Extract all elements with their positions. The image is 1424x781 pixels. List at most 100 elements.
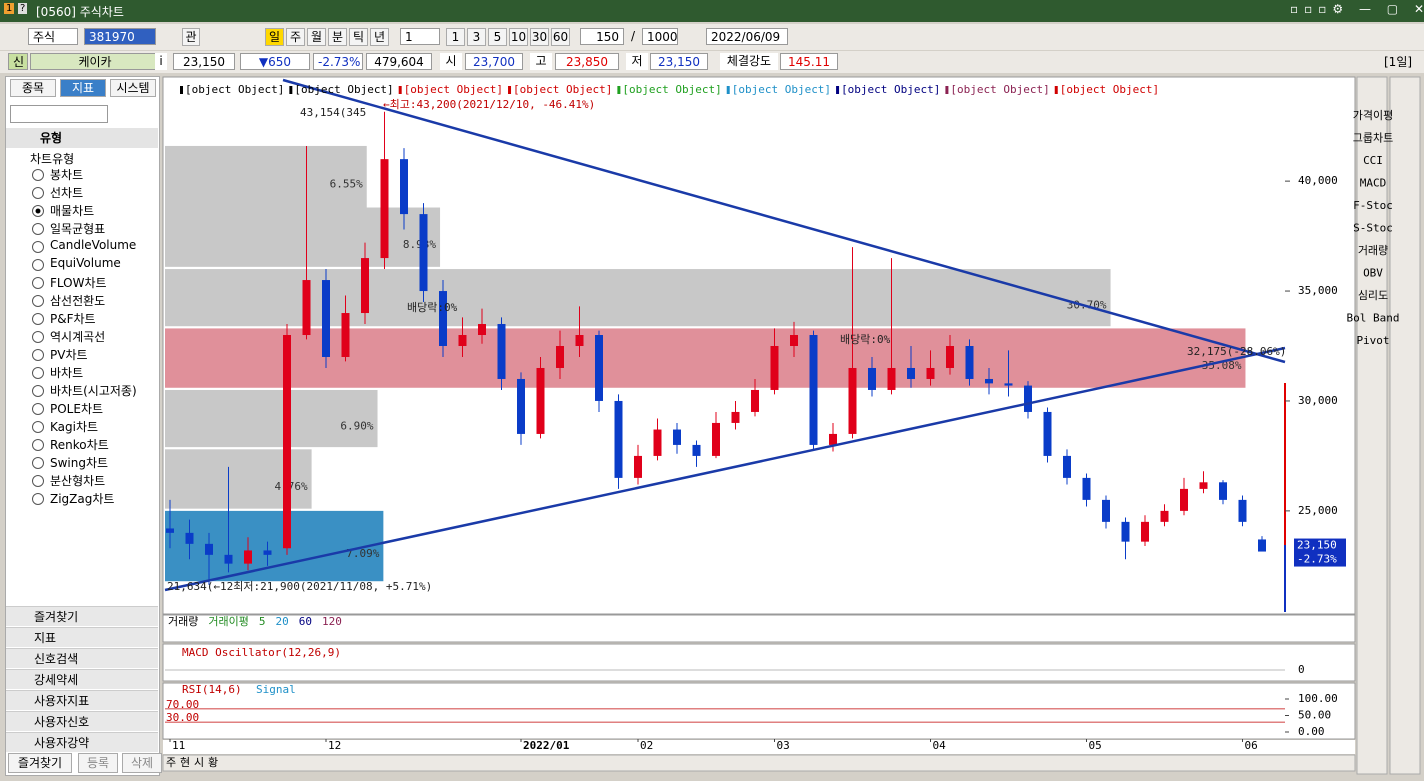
radio[interactable] xyxy=(32,331,44,343)
radio[interactable] xyxy=(32,277,44,289)
indicator-button[interactable]: Bol Band xyxy=(1347,312,1400,325)
chart-type-option[interactable]: 바차트(시고저종) xyxy=(50,384,137,398)
rsi-tick-label: 50.00 xyxy=(1298,709,1331,722)
period-button[interactable]: 년 xyxy=(370,28,389,46)
candle-body xyxy=(1160,510,1169,522)
radio[interactable] xyxy=(32,349,44,361)
radio[interactable] xyxy=(32,493,44,505)
search-input[interactable] xyxy=(10,105,108,123)
period-button[interactable]: 주 xyxy=(286,28,305,46)
radio[interactable] xyxy=(32,295,44,307)
indicator-button[interactable]: S-Stoc xyxy=(1353,222,1393,235)
footer-button[interactable]: 삭제 xyxy=(122,753,162,773)
indicator-button[interactable]: 가격이평 xyxy=(1353,109,1393,122)
radio[interactable] xyxy=(32,241,44,253)
quote-strength: 145.11 xyxy=(780,53,838,70)
folder-item[interactable]: 사용자강약 xyxy=(6,732,158,752)
interval-button[interactable]: 30 xyxy=(530,28,549,46)
chart-type-option[interactable]: Swing차트 xyxy=(50,456,109,470)
chart-type-option[interactable]: P&F차트 xyxy=(50,312,96,326)
radio[interactable] xyxy=(32,439,44,451)
chart-type-option[interactable]: Renko차트 xyxy=(50,438,109,452)
indicator-button[interactable]: 그룹차트 xyxy=(1353,132,1393,145)
radio[interactable] xyxy=(32,367,44,379)
candle-body xyxy=(1063,455,1071,478)
count-input[interactable]: 150 xyxy=(580,28,624,45)
window-controls[interactable]: ▫▫▫⚙ — ▢ ✕ xyxy=(1290,2,1424,16)
chart-type-option[interactable]: 봉차트 xyxy=(50,168,84,182)
interval-button[interactable]: 3 xyxy=(467,28,486,46)
folder-item[interactable]: 신호검색 xyxy=(6,648,158,668)
chart-type-option[interactable]: PV차트 xyxy=(50,348,88,362)
radio[interactable] xyxy=(32,223,44,235)
folder-item[interactable]: 사용자신호 xyxy=(6,711,158,731)
interval-button[interactable]: 5 xyxy=(488,28,507,46)
chart-type-option[interactable]: 바차트 xyxy=(50,366,84,380)
sidebar-tab[interactable]: 지표 xyxy=(60,79,106,97)
chart-type-option[interactable]: Kagi차트 xyxy=(50,420,99,434)
volume-legend-item: 거래량 xyxy=(168,615,198,628)
radio[interactable] xyxy=(32,385,44,397)
candle-body xyxy=(692,444,701,456)
radio[interactable] xyxy=(32,475,44,487)
period-button[interactable]: 분 xyxy=(328,28,347,46)
chart-type-option[interactable]: 선차트 xyxy=(50,186,84,200)
lookup-button[interactable]: 관 xyxy=(182,28,200,46)
chart-type-option[interactable]: 일목균형표 xyxy=(50,222,106,236)
chart-type-option[interactable]: 역시계곡선 xyxy=(50,330,106,344)
chart-type-option[interactable]: 삼선전환도 xyxy=(50,294,106,308)
period-button[interactable]: 월 xyxy=(307,28,326,46)
radio[interactable] xyxy=(32,313,44,325)
chart-type-option[interactable]: 분산형차트 xyxy=(50,474,106,488)
footer-button[interactable]: 등록 xyxy=(78,753,118,773)
quote-strength-label: 체결강도 xyxy=(720,53,778,70)
radio[interactable] xyxy=(32,403,44,415)
period-number[interactable]: 1 xyxy=(400,28,440,45)
radio[interactable] xyxy=(32,457,44,469)
indicator-button[interactable]: F-Stoc xyxy=(1353,199,1393,212)
code-input[interactable]: 381970 xyxy=(84,28,156,45)
radio[interactable] xyxy=(32,187,44,199)
footer-button[interactable]: 즐겨찾기 xyxy=(8,753,72,773)
radio[interactable] xyxy=(32,421,44,433)
indicator-button[interactable]: MACD xyxy=(1360,177,1387,190)
chart-type-option[interactable]: CandleVolume xyxy=(50,238,137,252)
legend-swatch xyxy=(1054,86,1058,94)
indicator-button[interactable]: OBV xyxy=(1363,267,1383,280)
sidebar-tab[interactable]: 종목 xyxy=(10,79,56,97)
period-button[interactable]: 일 xyxy=(265,28,284,46)
folder-item[interactable]: 지표 xyxy=(6,627,158,647)
profile-bar xyxy=(165,389,378,448)
chart-type-option[interactable]: ZigZag차트 xyxy=(50,492,115,506)
quote-high-label: 고 xyxy=(530,53,552,70)
market-select[interactable]: 주식 xyxy=(28,28,78,45)
candle-body xyxy=(458,335,467,346)
chart-type-option[interactable]: POLE차트 xyxy=(50,402,104,416)
indicator-button[interactable]: Pivot xyxy=(1356,334,1389,347)
annotation: 43,154(345 xyxy=(300,106,366,119)
folder-item[interactable]: 즐겨찾기 xyxy=(6,606,158,626)
folder-item[interactable]: 사용자지표 xyxy=(6,690,158,710)
radio[interactable] xyxy=(32,205,44,217)
interval-button[interactable]: 10 xyxy=(509,28,528,46)
scroll-bar[interactable] xyxy=(162,754,1356,772)
chart-type-option[interactable]: EquiVolume xyxy=(50,256,121,270)
annotation: 배당락:0% xyxy=(840,333,891,346)
chart-type-option[interactable]: 매물차트 xyxy=(50,204,95,218)
period-button[interactable]: 틱 xyxy=(349,28,368,46)
radio[interactable] xyxy=(32,169,44,181)
indicator-button[interactable]: CCI xyxy=(1363,154,1383,167)
max-input[interactable]: 1000 xyxy=(642,28,678,45)
folder-item[interactable]: 강세약세 xyxy=(6,669,158,689)
radio[interactable] xyxy=(32,259,44,271)
interval-button[interactable]: 1 xyxy=(446,28,465,46)
interval-button[interactable]: 60 xyxy=(551,28,570,46)
chart-type-option[interactable]: FLOW차트 xyxy=(50,276,107,290)
help-icon[interactable]: ? xyxy=(18,3,28,14)
macd-tick-label: 0 xyxy=(1298,663,1305,676)
date-input[interactable]: 2022/06/09 xyxy=(706,28,788,45)
sidebar-tab[interactable]: 시스템 xyxy=(110,79,156,97)
indicator-button[interactable]: 거래량 xyxy=(1358,244,1388,257)
indicator-button[interactable]: 심리도 xyxy=(1358,289,1388,302)
candle-body xyxy=(439,291,447,346)
